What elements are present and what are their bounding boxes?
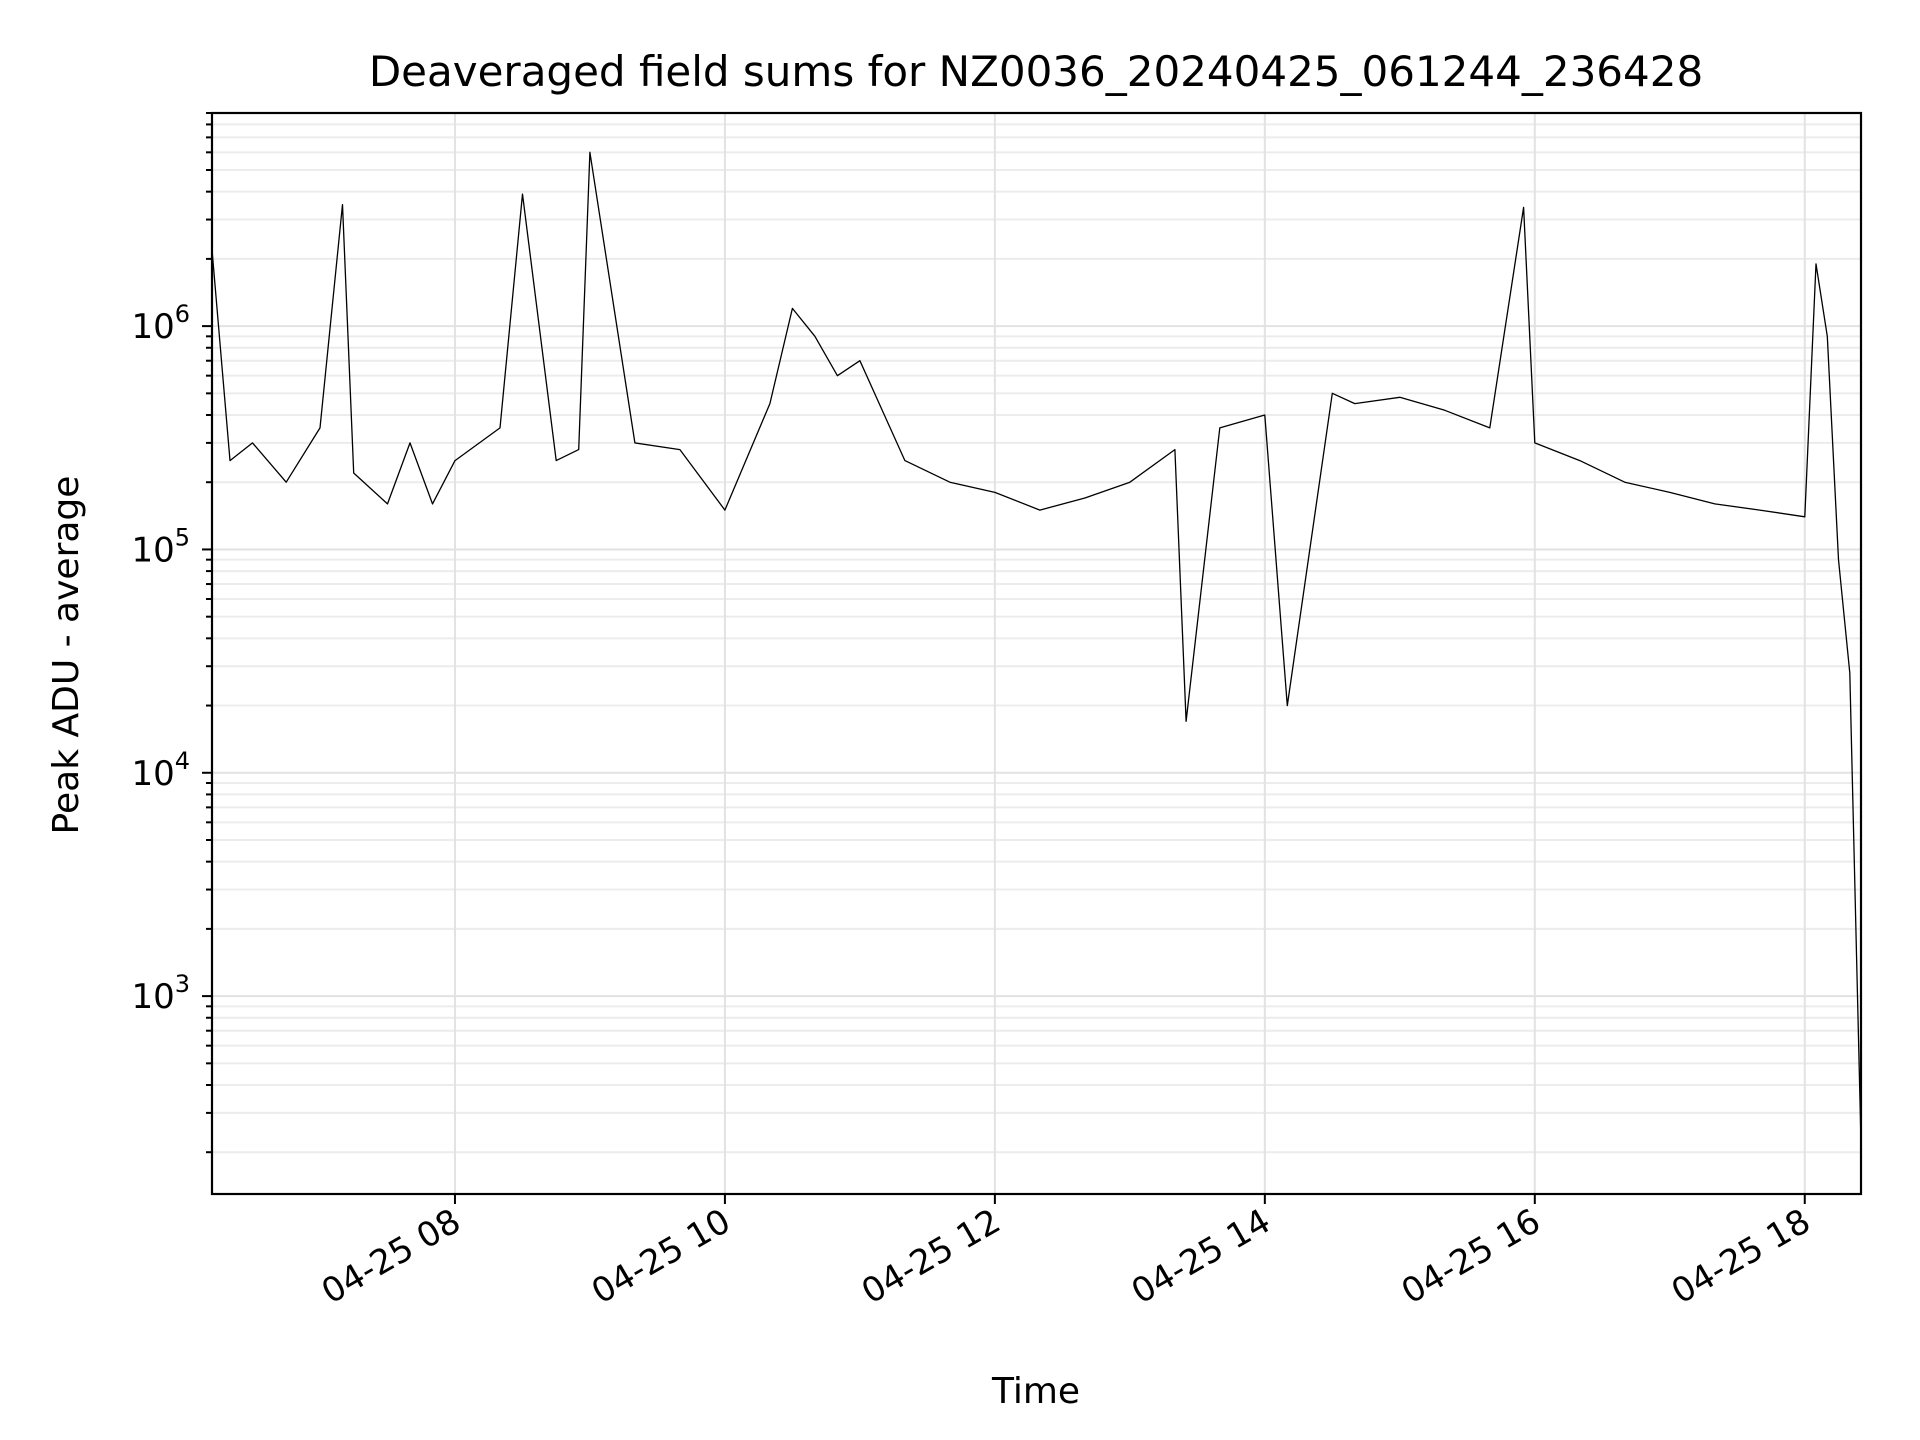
y-tick-label: 103	[131, 970, 190, 1017]
plot-frame	[210, 111, 1863, 1196]
x-axis-label: Time	[991, 1371, 1080, 1412]
x-tick-label: 04-25 16	[1395, 1201, 1547, 1312]
chart-title: Deaveraged field sums for NZ0036_2024042…	[369, 47, 1703, 96]
x-tick-label: 04-25 18	[1665, 1201, 1817, 1312]
series-line	[211, 151, 1862, 1144]
series-layer	[211, 151, 1862, 1144]
y-tick-label: 106	[131, 300, 190, 347]
x-tick-label: 04-25 12	[855, 1201, 1007, 1312]
y-tick-label: 105	[131, 523, 190, 570]
x-tick-label: 04-25 14	[1125, 1201, 1277, 1312]
x-tick-label: 04-25 08	[315, 1201, 467, 1312]
y-tick-label: 104	[131, 747, 190, 794]
axes: 103 104 105 106 04-25 08 04-25 10 04-25 12 04-2…	[131, 112, 1817, 1312]
grid	[212, 112, 1861, 1194]
x-tick-label: 04-25 10	[585, 1201, 737, 1312]
y-axis-label: Peak ADU - average	[46, 476, 87, 835]
